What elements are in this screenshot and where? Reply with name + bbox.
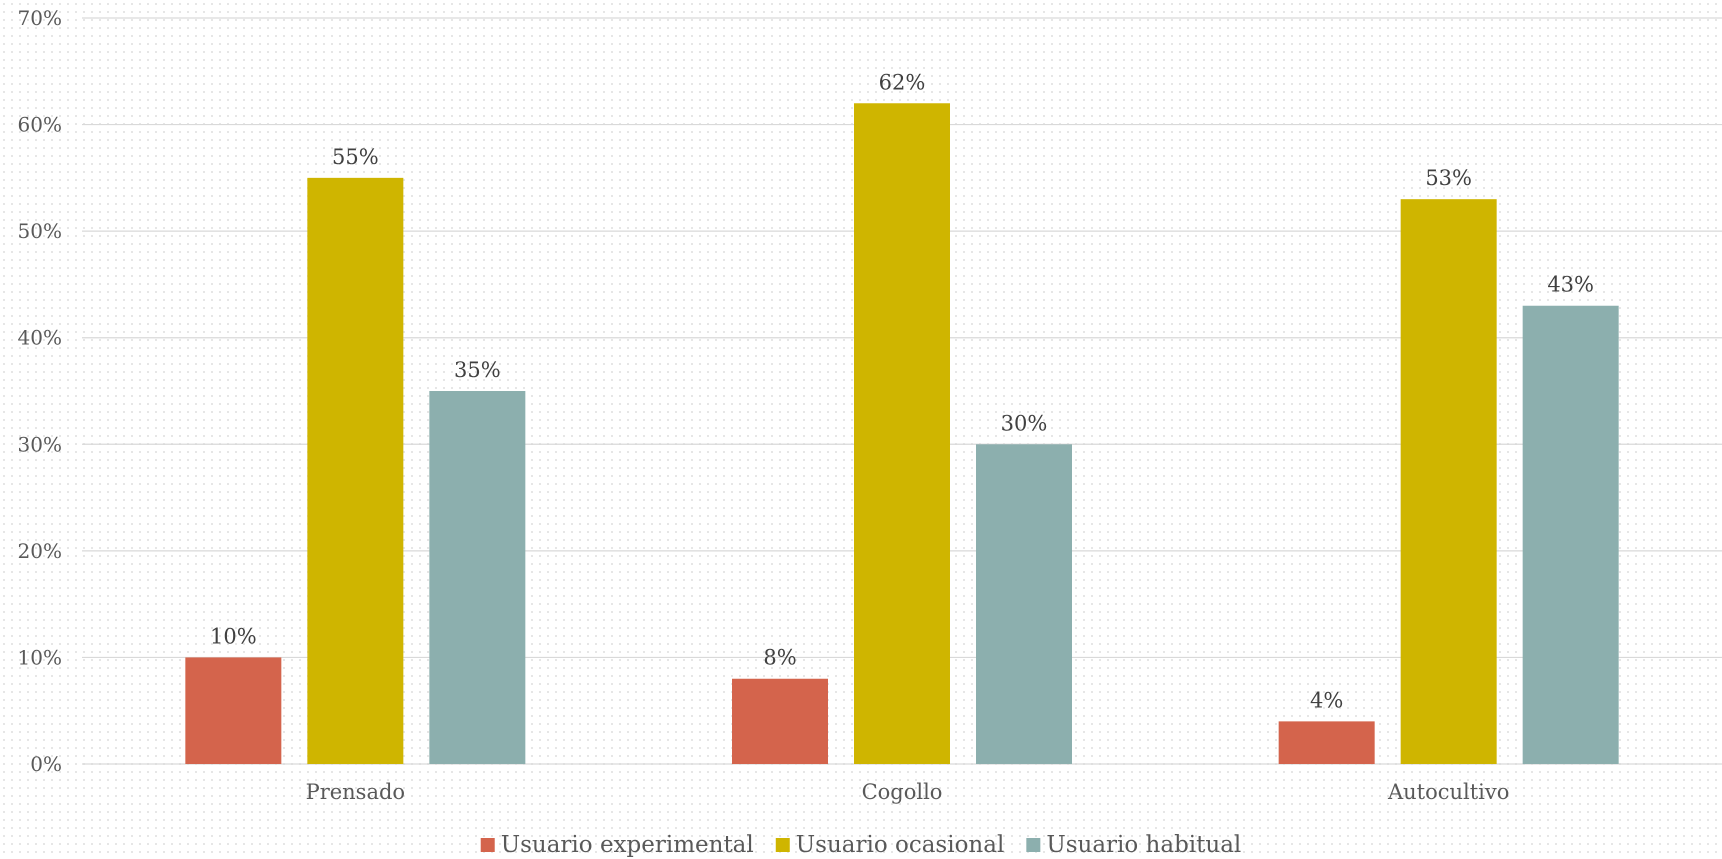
legend-item: Usuario habitual bbox=[1026, 832, 1241, 858]
data-label: 10% bbox=[210, 624, 257, 648]
bar bbox=[976, 444, 1072, 764]
bar bbox=[185, 657, 282, 764]
data-label: 4% bbox=[1310, 688, 1343, 712]
bar bbox=[854, 103, 950, 764]
x-tick-label: Autocultivo bbox=[1387, 780, 1509, 804]
legend: Usuario experimental Usuario ocasional Usu… bbox=[480, 832, 1241, 858]
legend-label: Usuario experimental bbox=[501, 832, 754, 858]
y-tick-label: 0% bbox=[30, 752, 62, 776]
y-tick-label: 30% bbox=[18, 432, 62, 456]
bar bbox=[732, 678, 828, 764]
x-tick-label: Prensado bbox=[306, 780, 406, 804]
bar bbox=[307, 177, 404, 764]
data-label: 53% bbox=[1425, 166, 1472, 190]
legend-item: Usuario ocasional bbox=[775, 832, 1005, 858]
bar bbox=[1278, 721, 1375, 764]
legend-label: Usuario habitual bbox=[1046, 832, 1241, 858]
data-label: 62% bbox=[879, 70, 926, 94]
x-tick-label: Cogollo bbox=[862, 780, 943, 804]
legend-swatch bbox=[775, 838, 790, 852]
y-tick-label: 20% bbox=[18, 539, 62, 563]
data-label: 8% bbox=[763, 646, 796, 670]
y-tick-label: 50% bbox=[18, 219, 62, 243]
data-label: 35% bbox=[454, 358, 501, 382]
y-tick-label: 40% bbox=[18, 326, 62, 350]
data-label: 30% bbox=[1001, 411, 1048, 435]
data-label: 55% bbox=[332, 145, 379, 169]
legend-swatch bbox=[1026, 838, 1041, 852]
legend-item: Usuario experimental bbox=[480, 832, 754, 858]
bars bbox=[185, 103, 1619, 764]
y-tick-label: 60% bbox=[18, 113, 62, 137]
y-tick-label: 70% bbox=[18, 6, 62, 30]
bar bbox=[429, 391, 526, 764]
legend-label: Usuario ocasional bbox=[796, 832, 1005, 858]
y-tick-label: 10% bbox=[18, 645, 62, 669]
bar bbox=[1522, 305, 1619, 764]
data-label: 43% bbox=[1547, 273, 1594, 297]
legend-swatch bbox=[480, 838, 495, 852]
data-labels: 10% 55% 35% 8% 62% 30% 4% 53% 43% bbox=[210, 70, 1594, 712]
y-axis-ticks: 0% 10% 20% 30% 40% 50% 60% 70% bbox=[18, 6, 62, 776]
bar bbox=[1400, 199, 1497, 764]
x-axis-categories: Prensado Cogollo Autocultivo bbox=[306, 780, 1510, 804]
